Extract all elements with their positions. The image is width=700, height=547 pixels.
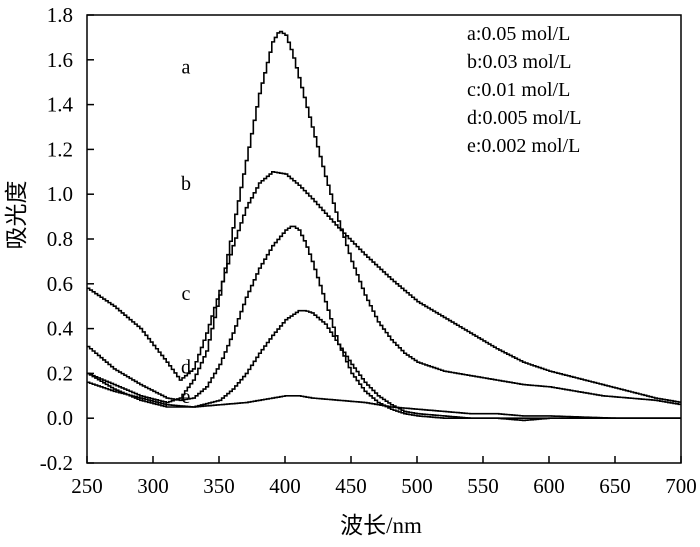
x-tick-label-500: 500 — [401, 474, 433, 498]
x-axis-label: 波长/nm — [340, 513, 422, 538]
x-tick-label-600: 600 — [533, 474, 565, 498]
y-axis: -0.2 0.0 0.2 0.4 0.6 0.8 1.0 1.2 1.4 1.6 1.8 — [40, 3, 94, 475]
curves-layer — [87, 30, 681, 422]
legend-entry-b: b:0.03 mol/L — [467, 51, 571, 73]
x-tick-label-250: 250 — [71, 474, 103, 498]
x-tick-label-400: 400 — [269, 474, 301, 498]
x-tick-label-550: 550 — [467, 474, 499, 498]
y-tick-label-7: 1.2 — [47, 137, 73, 161]
y-axis-label: 吸光度 — [4, 181, 29, 250]
y-tick-label-1: 0.0 — [47, 406, 73, 430]
curve-labels: a b c de — [181, 57, 191, 408]
y-tick-label-9: 1.6 — [47, 48, 73, 72]
x-tick-label-450: 450 — [335, 474, 367, 498]
y-tick-label-3: 0.4 — [47, 317, 74, 341]
legend-entry-d: d:0.005 mol/L — [467, 107, 581, 129]
curve-label-d: d — [181, 357, 191, 379]
y-tick-label-0: -0.2 — [40, 451, 73, 475]
curve-label-a: a — [182, 57, 191, 79]
y-tick-label-5: 0.8 — [47, 227, 73, 251]
legend: a:0.05 mol/L b:0.03 mol/L c:0.01 mol/L d… — [467, 23, 581, 157]
x-tick-label-350: 350 — [203, 474, 235, 498]
x-tick-label-650: 650 — [599, 474, 631, 498]
y-tick-label-6: 1.0 — [47, 182, 73, 206]
y-tick-label-8: 1.4 — [47, 93, 74, 117]
curve-c — [87, 225, 681, 419]
y-tick-label-4: 0.6 — [47, 272, 73, 296]
curve-label-e: e — [182, 386, 191, 408]
legend-entry-a: a:0.05 mol/L — [467, 23, 570, 45]
curve-e — [87, 381, 681, 419]
curve-label-c: c — [182, 283, 191, 305]
y-tick-label-2: 0.2 — [47, 361, 73, 385]
curve-label-b: b — [181, 173, 191, 195]
x-axis: 250 300 350 400 450 500 550 600 650 700 — [71, 456, 697, 498]
plot-frame — [86, 14, 682, 464]
curve-d — [87, 309, 681, 422]
x-tick-label-700: 700 — [665, 474, 697, 498]
y-tick-label-10: 1.8 — [47, 3, 73, 27]
legend-entry-e: e:0.002 mol/L — [467, 135, 580, 157]
curve-a — [87, 30, 681, 406]
curve-b — [87, 171, 681, 403]
x-tick-label-300: 300 — [137, 474, 169, 498]
legend-entry-c: c:0.01 mol/L — [467, 79, 570, 101]
